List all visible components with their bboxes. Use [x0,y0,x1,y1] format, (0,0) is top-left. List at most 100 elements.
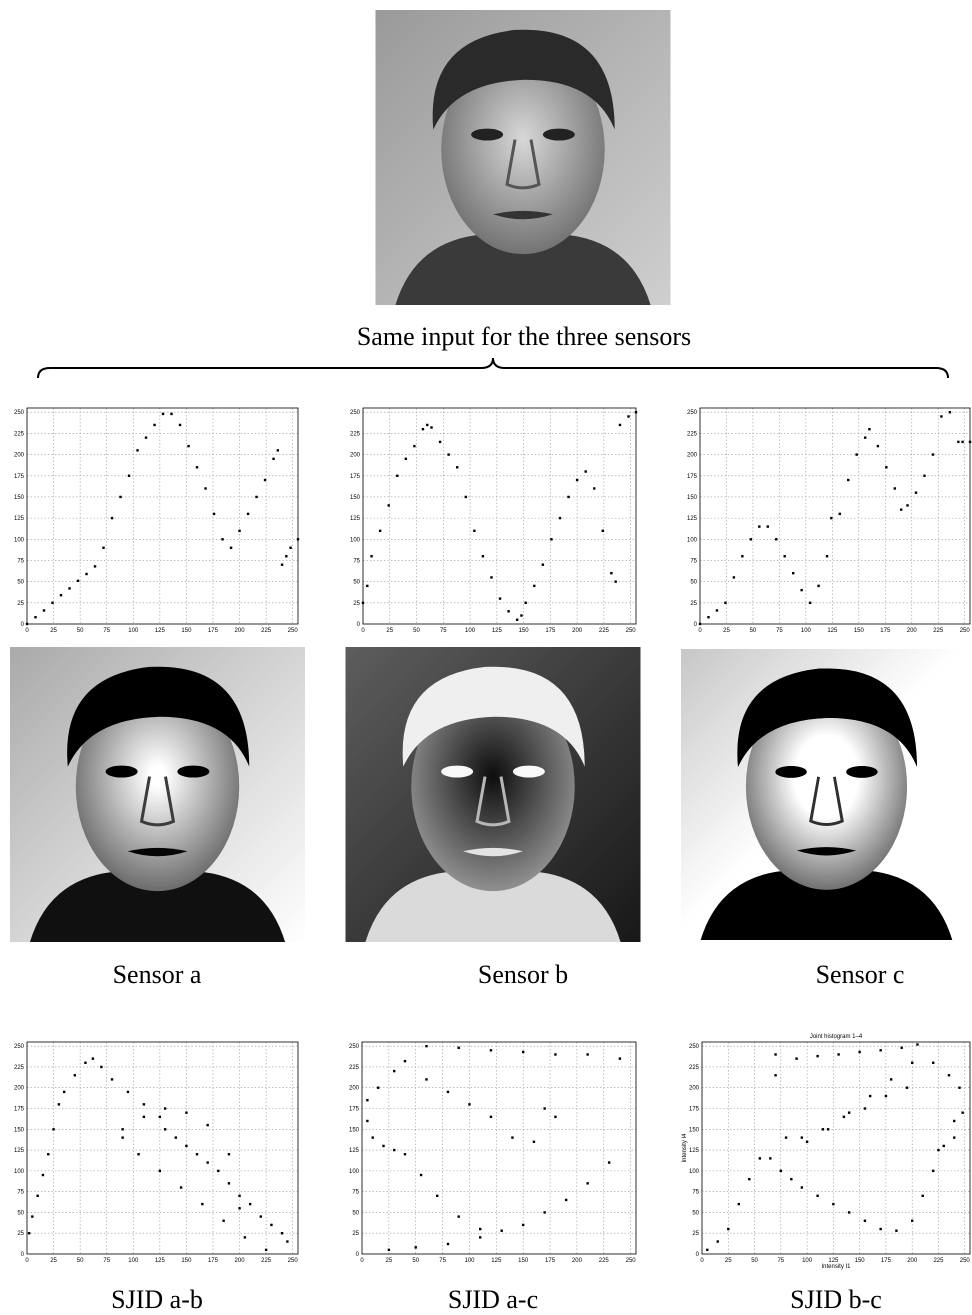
data-point [142,1115,146,1119]
y-tick-label: 25 [353,601,360,607]
y-tick-label: 75 [353,558,360,564]
data-point [817,584,820,588]
data-point [370,555,373,558]
y-tick-label: 25 [692,1231,699,1237]
data-point [858,1050,861,1054]
y-tick-label: 50 [353,580,360,586]
data-point [201,1202,204,1206]
y-tick-label: 125 [14,516,25,522]
data-point [958,1086,961,1089]
x-tick-label: 175 [545,1258,556,1264]
data-point [893,487,897,490]
data-point [426,423,429,427]
plot-frame [26,1041,299,1255]
data-point [805,1140,809,1143]
x-tick-label: 250 [626,628,637,634]
y-tick-label: 250 [349,1044,360,1050]
plot-frame [701,1041,971,1255]
y-tick-label: 150 [14,495,25,501]
x-tick-label: 225 [599,1258,610,1264]
data-point [481,555,485,558]
x-tick-label: 25 [386,1258,393,1264]
data-point [59,594,63,597]
y-tick-label: 100 [14,537,25,543]
data-point [272,457,275,461]
data-point [932,1061,935,1064]
data-point [153,423,156,427]
x-tick-label: 125 [155,1258,166,1264]
data-point [403,1153,407,1156]
y-tick-label: 225 [687,431,698,437]
data-point [520,614,523,617]
data-point [93,565,97,568]
data-point [119,495,122,499]
data-point [921,1194,924,1198]
data-point [185,1111,188,1114]
data-point [905,1086,909,1089]
data-point [724,601,727,605]
data-point [127,474,131,477]
data-point [264,1248,268,1252]
caption: Same input for the three sensors [357,322,691,351]
y-tick-label: 0 [21,1252,25,1258]
data-point [102,546,105,549]
y-tick-label: 0 [694,622,698,628]
data-point [593,487,596,490]
data-point [238,529,241,533]
data-point [243,1236,247,1239]
data-point [847,1111,851,1114]
data-point [158,1115,162,1119]
data-point [91,1057,95,1060]
x-tick-label: 125 [827,628,838,634]
data-point [550,538,553,541]
y-tick-label: 125 [689,1148,700,1154]
data-point [174,1136,177,1139]
x-tick-label: 150 [181,1258,192,1264]
data-point [940,415,943,418]
data-point [425,1078,428,1081]
data-point [937,1148,940,1152]
data-point [863,1107,867,1110]
y-tick-label: 250 [689,1044,700,1050]
plot-frame [361,1041,637,1255]
data-point [142,1103,146,1106]
y-tick-label: 0 [21,622,25,628]
data-point [387,1248,391,1252]
data-point [774,1053,777,1056]
x-tick-label: 125 [828,1258,839,1264]
data-point [259,1215,263,1218]
data-point [185,1144,188,1148]
data-point [737,1202,740,1206]
data-point [847,1211,851,1214]
data-point [800,588,803,592]
data-point [204,487,207,490]
data-point [137,1153,140,1156]
y-tick-label: 25 [17,1231,24,1237]
data-point [790,1177,793,1181]
data-point [227,1182,231,1185]
data-point [490,576,493,579]
x-tick-label: 125 [155,628,166,634]
x-tick-label: 200 [572,628,583,634]
y-tick-label: 75 [17,558,24,564]
x-tick-label: 225 [933,628,944,634]
sjid-caption: SJID a-c [448,1285,538,1314]
y-tick-label: 50 [352,1210,359,1216]
data-point [769,1157,772,1160]
data-point [195,1153,199,1156]
x-tick-label: 75 [439,1258,446,1264]
data-point [158,1169,162,1173]
sjid-caption: SJID a-b [111,1285,203,1314]
data-point [447,453,450,456]
data-point [558,516,562,520]
data-point [748,1177,751,1181]
data-point [884,1094,888,1098]
x-tick-label: 250 [288,1258,299,1264]
data-point [42,609,46,612]
y-tick-label: 200 [349,1086,360,1092]
data-point [586,1053,589,1056]
data-point [953,1119,956,1123]
data-point [947,1074,951,1077]
x-tick-label: 50 [77,628,84,634]
data-point [285,555,288,558]
